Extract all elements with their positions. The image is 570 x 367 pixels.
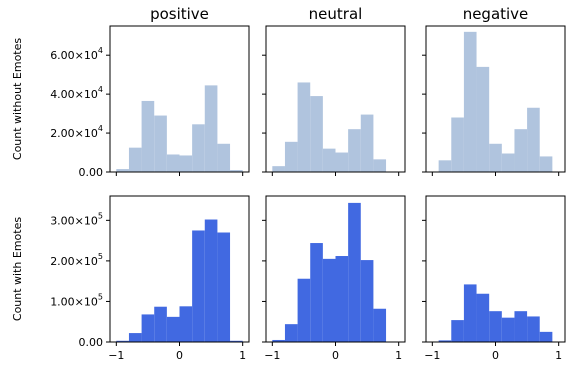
histogram-bar — [451, 117, 464, 172]
histogram-bar — [204, 219, 218, 342]
x-tick-label: 1 — [555, 349, 562, 362]
histogram-bar — [476, 66, 490, 172]
histogram-bar — [539, 156, 553, 172]
histogram-bar — [322, 148, 336, 172]
histogram-bar — [192, 124, 205, 172]
histogram-bar — [527, 107, 540, 172]
histogram-bar — [284, 141, 298, 172]
histogram-bar — [166, 154, 180, 172]
y-tick-label: 3.00×105 — [50, 211, 103, 227]
histogram-bar — [438, 160, 452, 172]
histogram-bar — [476, 293, 490, 342]
x-tick-label: −1 — [264, 349, 280, 362]
panel-0-2: negative — [422, 5, 566, 176]
histogram-bar — [297, 82, 311, 172]
histogram-bar — [230, 340, 243, 342]
panel-title: negative — [463, 5, 529, 23]
histogram-bar — [179, 306, 193, 342]
histogram-bar — [154, 115, 167, 172]
histogram-bar — [501, 153, 515, 172]
x-tick-label: −1 — [108, 349, 124, 362]
histogram-bar — [272, 339, 285, 342]
histogram-bar — [128, 147, 142, 172]
histogram-bar — [141, 314, 155, 342]
histogram-bar — [154, 306, 167, 342]
histogram-bar — [514, 129, 528, 172]
histogram-bar — [451, 320, 464, 342]
histogram-bar — [463, 284, 477, 342]
y-axis-label: Count with Emotes — [11, 217, 24, 321]
histogram-bar — [192, 230, 205, 342]
x-tick-label: 0 — [332, 349, 339, 362]
panel-1-2: −1 0 1 — [422, 195, 566, 362]
histogram-bar — [272, 166, 285, 172]
x-tick-label: 1 — [395, 349, 402, 362]
y-tick-label: 4.00×104 — [50, 85, 103, 101]
y-tick-label: 6.00×104 — [50, 46, 103, 62]
histogram-bar — [284, 324, 298, 342]
x-tick-label: 0 — [176, 349, 183, 362]
histogram-bar — [310, 96, 323, 172]
histogram-bar — [501, 317, 515, 342]
histogram-bar — [463, 31, 477, 173]
y-tick-label: 2.00×105 — [50, 252, 103, 268]
histogram-bar — [360, 114, 374, 172]
histogram-bar — [116, 340, 129, 342]
panels: 0.00 2.00×104 4.00×104 6.00×104 positive Coun… — [11, 5, 566, 362]
histogram-bar — [527, 316, 540, 342]
x-tick-label: 1 — [239, 349, 246, 362]
y-tick-label: 0.00 — [79, 336, 104, 349]
histogram-bar — [539, 331, 553, 342]
histogram-bar — [141, 100, 155, 172]
panel-title: neutral — [309, 5, 363, 23]
x-tick-label: 0 — [492, 349, 499, 362]
panel-1-0: −1 0 1 0.00 1.00×105 2.00×105 3.00×105 Count wi… — [11, 195, 250, 362]
histogram-bar — [204, 85, 218, 172]
histogram-bar — [360, 260, 374, 342]
histogram-bar — [166, 316, 180, 342]
histogram-bar — [348, 202, 361, 342]
histogram-bar — [373, 159, 387, 172]
histogram-bar — [335, 256, 349, 342]
histogram-bar — [373, 308, 387, 342]
y-axis-label: Count without Emotes — [11, 38, 24, 160]
histogram-bar — [514, 311, 528, 342]
histogram-bar — [335, 152, 349, 172]
x-tick-label: −1 — [424, 349, 440, 362]
panel-title: positive — [150, 5, 209, 23]
y-tick-label: 1.00×105 — [50, 292, 103, 308]
panel-1-1: −1 0 1 — [262, 195, 406, 362]
y-tick-label: 2.00×104 — [50, 124, 103, 140]
histogram-bar — [230, 170, 243, 172]
histogram-bar — [489, 311, 502, 342]
histogram-bar — [489, 143, 502, 172]
histogram-bar — [217, 232, 231, 342]
y-tick-label: 0.00 — [79, 166, 104, 179]
histogram-bar — [438, 340, 452, 342]
panel-0-1: neutral — [262, 5, 406, 176]
histogram-bar — [348, 129, 361, 172]
histogram-bar — [322, 258, 336, 342]
histogram-bar — [116, 169, 129, 172]
panel-0-0: 0.00 2.00×104 4.00×104 6.00×104 positive Coun… — [11, 5, 250, 179]
histogram-bar — [128, 333, 142, 342]
histogram-bar — [310, 243, 323, 342]
histogram-bar — [297, 278, 311, 342]
histogram-bar — [179, 155, 193, 172]
histogram-bar — [217, 143, 231, 172]
